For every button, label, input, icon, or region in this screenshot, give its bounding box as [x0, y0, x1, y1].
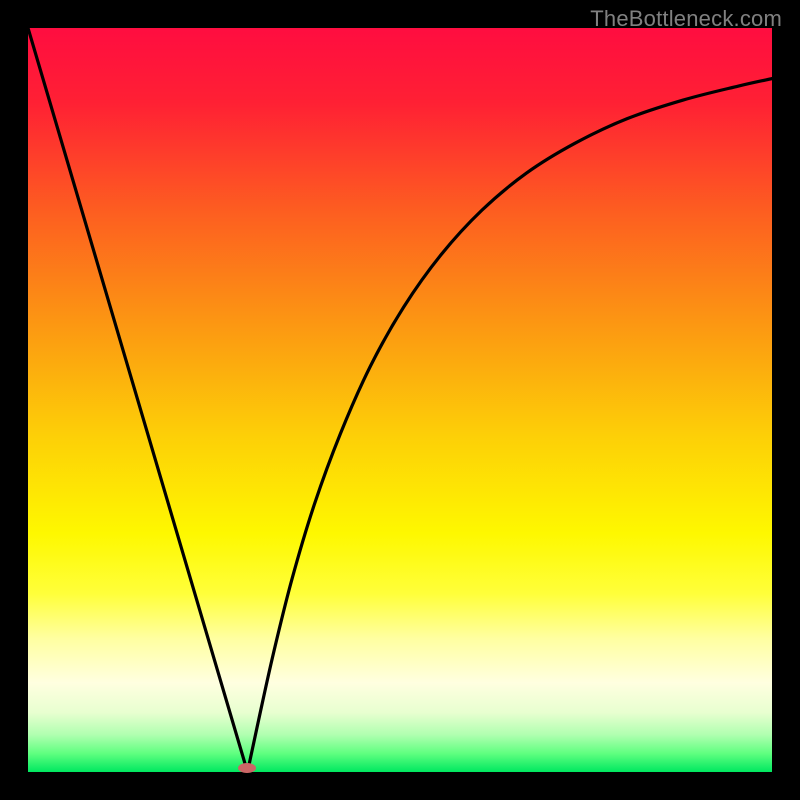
- minimum-marker: [238, 763, 256, 773]
- curve-right-branch: [247, 79, 772, 772]
- curve-left-branch: [28, 28, 247, 772]
- curve-layer: [28, 28, 772, 772]
- plot-area: [28, 28, 772, 772]
- chart-frame: TheBottleneck.com: [0, 0, 800, 800]
